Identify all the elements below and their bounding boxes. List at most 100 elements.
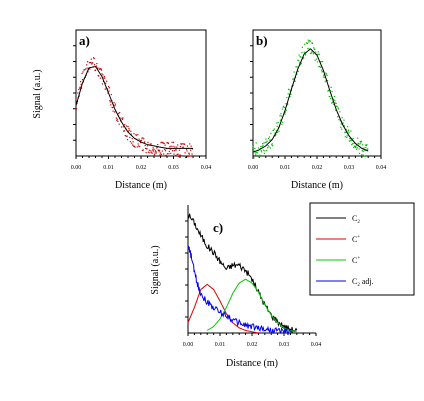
scatter-point <box>184 152 186 154</box>
scatter-point <box>147 151 150 153</box>
scatter-point <box>106 80 108 82</box>
scatter-point <box>160 142 162 144</box>
panel-b-xlabel: Distance (m) <box>291 180 343 191</box>
scatter-point <box>186 145 189 147</box>
scatter-point <box>94 69 97 71</box>
scatter-point <box>116 118 118 120</box>
scatter-point <box>118 123 120 125</box>
scatter-point <box>87 71 89 73</box>
scatter-point <box>310 51 313 53</box>
scatter-point <box>308 41 310 43</box>
scatter-point <box>284 111 287 113</box>
scatter-point <box>122 126 124 128</box>
scatter-point <box>124 134 126 137</box>
scatter-point <box>132 141 134 143</box>
scatter-point <box>281 123 283 125</box>
panel-a-label: a) <box>79 33 90 48</box>
scatter-point <box>166 142 168 144</box>
scatter-point <box>95 65 98 67</box>
scatter-point <box>84 69 86 71</box>
scatter-point <box>174 146 176 148</box>
scatter-point <box>347 129 350 131</box>
scatter-point <box>104 88 106 90</box>
scatter-point <box>138 145 140 147</box>
scatter-point <box>289 96 291 98</box>
scatter-point <box>176 153 178 156</box>
scatter-point <box>263 152 266 155</box>
scatter-point <box>351 143 353 146</box>
scatter-point <box>190 149 192 151</box>
scatter-point <box>143 142 145 144</box>
scatter-point <box>283 106 286 109</box>
scatter-point <box>92 62 94 64</box>
scatter-point <box>325 80 327 82</box>
scatter-point <box>341 117 343 119</box>
legend-label: C2 <box>352 214 360 225</box>
scatter-point <box>166 153 169 155</box>
scatter-point <box>336 105 338 107</box>
scatter-point <box>346 135 348 137</box>
scatter-point <box>280 115 282 117</box>
scatter-point <box>268 146 270 148</box>
scatter-point <box>162 142 164 144</box>
scatter-point <box>78 88 80 91</box>
scatter-point <box>112 110 114 112</box>
scatter-point <box>255 142 257 144</box>
scatter-point <box>300 62 303 64</box>
scatter-point <box>360 142 362 144</box>
scatter-point <box>79 87 81 89</box>
scatter-point <box>144 141 146 143</box>
panel-c-marks <box>187 213 298 336</box>
scatter-point <box>173 150 176 152</box>
scatter-point <box>256 152 259 154</box>
scatter-point <box>300 56 302 58</box>
scatter-point <box>90 58 92 60</box>
scatter-point <box>88 62 91 64</box>
scatter-point <box>294 80 296 83</box>
scatter-point <box>123 130 125 132</box>
scatter-point <box>352 146 355 149</box>
scatter-point <box>359 140 362 143</box>
scatter-point <box>185 148 188 150</box>
scatter-point <box>323 74 325 76</box>
scatter-point <box>367 148 369 150</box>
scatter-point <box>182 147 184 149</box>
scatter-point <box>354 145 356 147</box>
series-line <box>75 65 193 149</box>
scatter-point <box>365 144 367 147</box>
scatter-point <box>363 154 365 156</box>
scatter-point <box>339 120 341 122</box>
scatter-point <box>344 131 346 133</box>
scatter-point <box>178 149 181 151</box>
scatter-point <box>334 102 336 104</box>
scatter-point <box>149 152 151 154</box>
scatter-point <box>296 73 298 75</box>
scatter-point <box>290 93 292 95</box>
scatter-point <box>336 116 339 118</box>
scatter-point <box>125 135 127 137</box>
scatter-point <box>287 103 289 105</box>
scatter-point <box>156 146 158 148</box>
scatter-point <box>112 106 114 109</box>
scatter-point <box>168 150 170 152</box>
scatter-point <box>171 150 174 152</box>
scatter-point <box>359 143 361 145</box>
scatter-point <box>311 42 314 45</box>
scatter-point <box>268 136 271 138</box>
scatter-point <box>152 149 154 151</box>
scatter-point <box>325 72 327 74</box>
scatter-point <box>282 121 284 123</box>
scatter-point <box>338 118 340 121</box>
scatter-point <box>159 152 162 154</box>
scatter-point <box>189 143 191 145</box>
x-tick-label: 0.03 <box>279 342 290 348</box>
scatter-point <box>104 77 106 79</box>
scatter-point <box>97 74 99 77</box>
scatter-point <box>356 147 358 149</box>
x-tick-label: 0.00 <box>183 342 194 348</box>
scatter-point <box>335 109 337 111</box>
scatter-point <box>163 142 165 145</box>
scatter-point <box>75 98 77 100</box>
scatter-point <box>190 145 192 147</box>
